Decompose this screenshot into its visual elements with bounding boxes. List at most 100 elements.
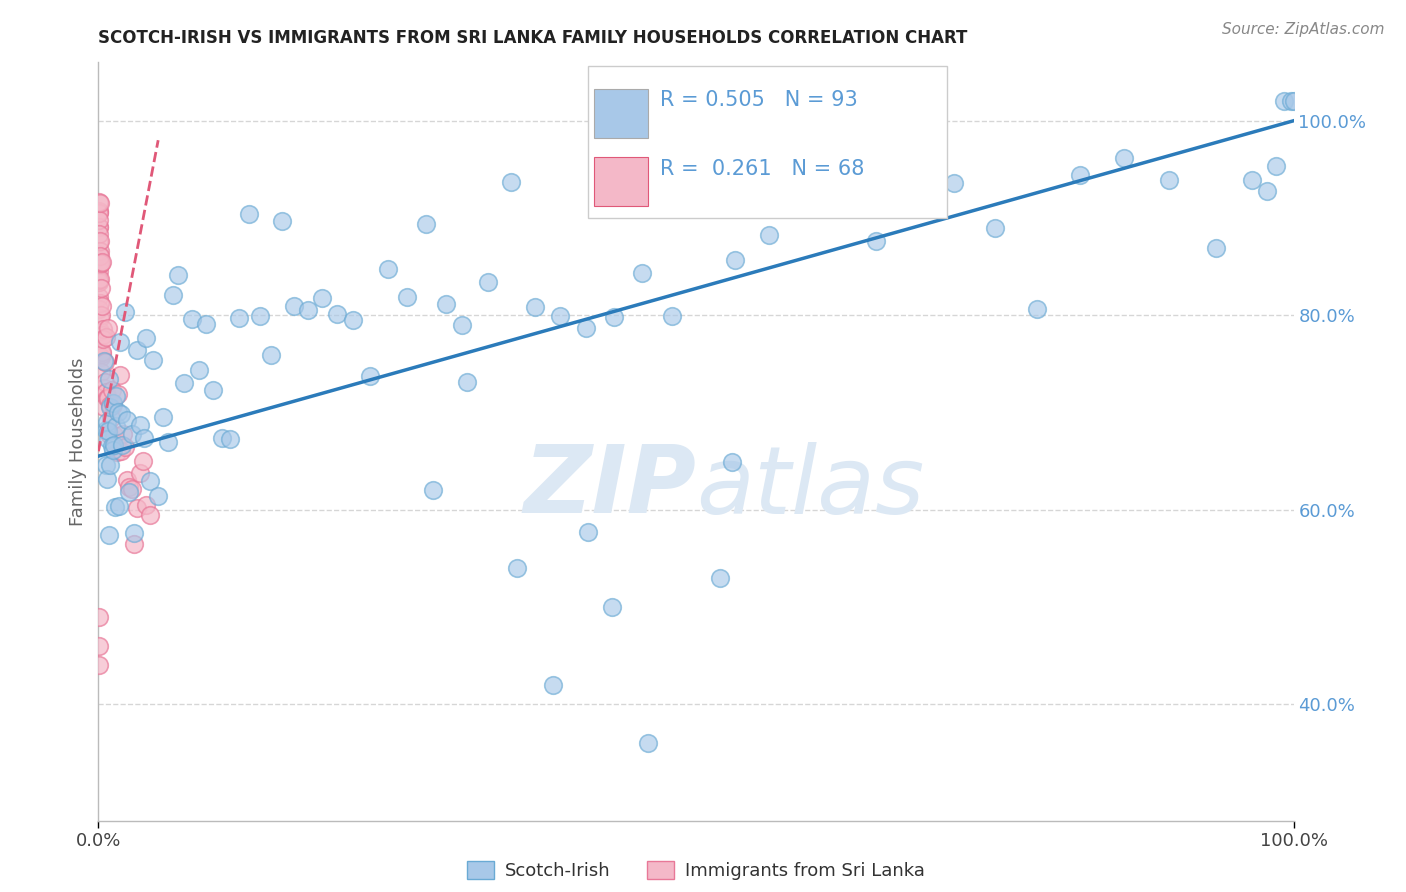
Point — [541, 677, 564, 691]
Point — [297, 302, 319, 317]
Point — [162, 288, 184, 302]
Point — [124, 525, 146, 540]
Point — [575, 321, 598, 335]
Point — [89, 275, 111, 289]
Point — [238, 207, 260, 221]
Point — [100, 411, 122, 425]
Point — [105, 389, 128, 403]
Point — [142, 353, 165, 368]
Point — [89, 324, 111, 338]
Point — [107, 499, 129, 513]
Point — [96, 391, 118, 405]
Point — [94, 355, 117, 369]
Point — [90, 256, 112, 270]
Point — [259, 348, 281, 362]
Point — [709, 571, 731, 585]
Legend: Scotch-Irish, Immigrants from Sri Lanka: Scotch-Irish, Immigrants from Sri Lanka — [467, 861, 925, 880]
Point — [98, 458, 122, 473]
Point — [93, 332, 115, 346]
Point — [129, 466, 152, 480]
Point — [637, 736, 659, 750]
Point — [87, 609, 110, 624]
Point — [87, 639, 110, 653]
Point — [94, 329, 117, 343]
Point — [89, 295, 111, 310]
Point — [97, 424, 120, 438]
Point — [422, 483, 444, 497]
Point — [101, 396, 124, 410]
Point — [661, 309, 683, 323]
Point — [135, 330, 157, 344]
Point — [692, 161, 714, 176]
Point — [90, 255, 112, 269]
Point — [395, 290, 418, 304]
Point — [94, 423, 117, 437]
Y-axis label: Family Households: Family Households — [69, 358, 87, 525]
Point — [359, 369, 381, 384]
Text: atlas: atlas — [696, 442, 924, 533]
Point — [1256, 184, 1278, 198]
Point — [249, 310, 271, 324]
Point — [219, 432, 242, 446]
Point — [87, 219, 110, 234]
Point — [1025, 302, 1047, 317]
Point — [89, 302, 111, 317]
Point — [793, 153, 815, 168]
Point — [98, 427, 121, 442]
Point — [87, 246, 110, 260]
Point — [121, 482, 143, 496]
Point — [828, 146, 851, 161]
Point — [89, 244, 111, 258]
Point — [477, 275, 499, 289]
Point — [97, 321, 120, 335]
Point — [89, 658, 111, 673]
Point — [87, 204, 110, 219]
Point — [415, 217, 437, 231]
Point — [187, 362, 209, 376]
Point — [943, 176, 966, 190]
Point — [91, 328, 114, 343]
Point — [167, 268, 190, 283]
Point — [101, 383, 124, 397]
Point — [97, 391, 120, 405]
Point — [1272, 95, 1295, 109]
Point — [148, 489, 170, 503]
Point — [94, 376, 117, 390]
Point — [115, 474, 138, 488]
Point — [98, 372, 121, 386]
Point — [90, 365, 112, 379]
Point — [1205, 241, 1227, 255]
Text: Source: ZipAtlas.com: Source: ZipAtlas.com — [1222, 22, 1385, 37]
Point — [89, 256, 111, 270]
Point — [110, 444, 132, 458]
Text: SCOTCH-IRISH VS IMMIGRANTS FROM SRI LANKA FAMILY HOUSEHOLDS CORRELATION CHART: SCOTCH-IRISH VS IMMIGRANTS FROM SRI LANK… — [98, 29, 967, 47]
Point — [98, 398, 121, 412]
Point — [103, 428, 125, 442]
Point — [1069, 168, 1091, 182]
Point — [97, 432, 120, 446]
Point — [211, 431, 233, 445]
Point — [195, 317, 218, 331]
Point — [132, 453, 155, 467]
Point — [377, 261, 399, 276]
Point — [89, 248, 111, 262]
Point — [180, 311, 202, 326]
Point — [152, 409, 174, 424]
Point — [135, 498, 157, 512]
Point — [87, 212, 110, 227]
Text: ZIP: ZIP — [523, 441, 696, 533]
Point — [93, 354, 115, 368]
Point — [548, 309, 571, 323]
Point — [89, 235, 111, 249]
Point — [104, 500, 127, 514]
FancyBboxPatch shape — [595, 157, 648, 206]
Point — [1279, 95, 1302, 109]
Point — [89, 194, 111, 209]
Point — [1240, 173, 1263, 187]
Point — [721, 455, 744, 469]
Point — [89, 196, 111, 211]
Point — [89, 272, 111, 286]
Point — [173, 376, 195, 391]
Point — [1112, 152, 1135, 166]
Point — [98, 528, 121, 542]
